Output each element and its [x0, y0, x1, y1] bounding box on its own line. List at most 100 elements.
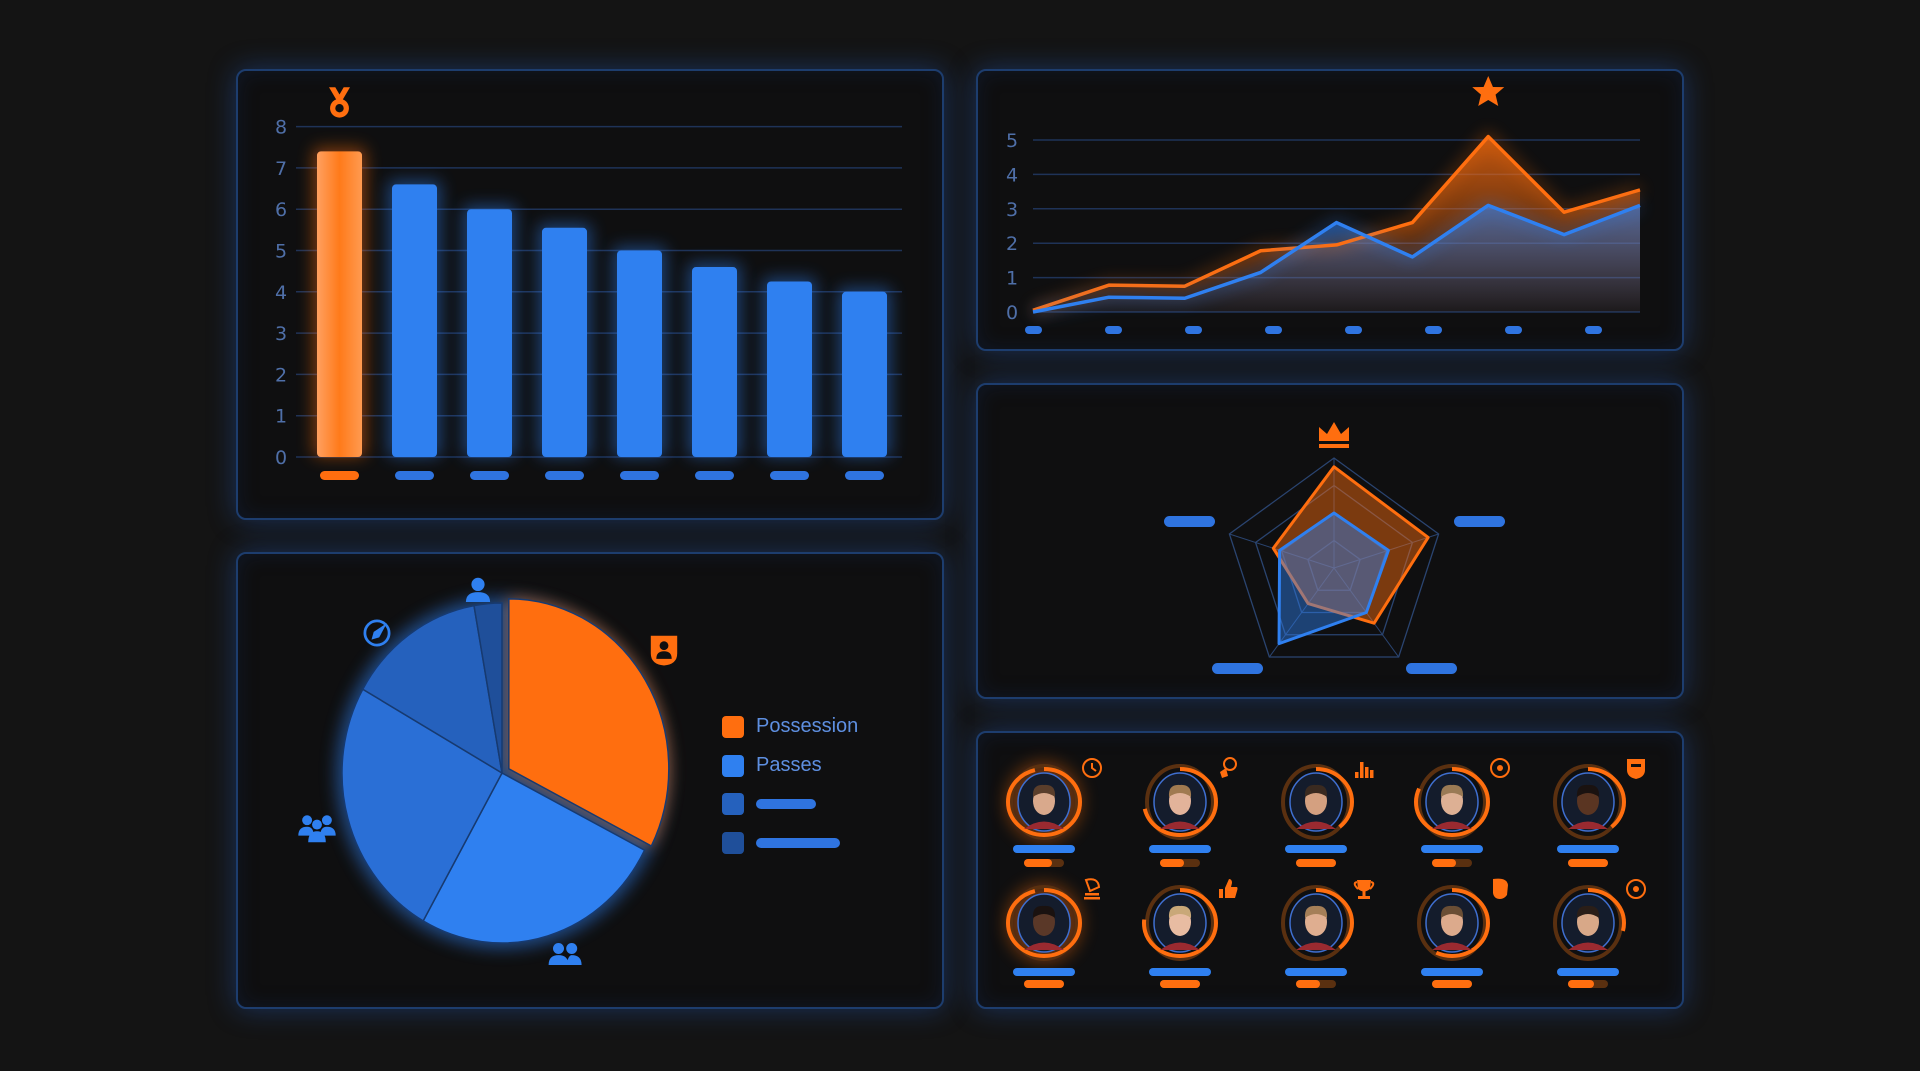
- player-card[interactable]: [1278, 880, 1375, 988]
- ball-icon: [1490, 758, 1510, 778]
- player-card[interactable]: [1005, 758, 1102, 867]
- name-placeholder: [1557, 845, 1619, 853]
- patch: [1633, 886, 1639, 892]
- base: [1084, 897, 1100, 900]
- face: [1082, 758, 1102, 778]
- stat-bar: [1024, 859, 1052, 867]
- x-tick-label-placeholder: [1345, 326, 1362, 334]
- x-tick-label-placeholder: [695, 471, 734, 480]
- avatar-hair: [1304, 905, 1328, 918]
- legend-item-possession[interactable]: Possession: [722, 715, 858, 738]
- progress-ring: [1278, 888, 1354, 958]
- x-tick-label-placeholder: [1265, 326, 1282, 334]
- x-tick-label-placeholder: [1025, 326, 1042, 334]
- y-tick-label: 1: [275, 406, 287, 428]
- y-tick-label: 7: [275, 158, 287, 180]
- ball: [1490, 758, 1510, 778]
- x-tick-label-placeholder: [395, 471, 434, 480]
- radar-ring: [1254, 484, 1414, 636]
- axis-label-placeholder: [1454, 516, 1505, 527]
- stem: [1362, 891, 1366, 896]
- whistle-icon: [1493, 878, 1508, 899]
- y-tick-label: 3: [1006, 199, 1018, 221]
- legend-label: Possession: [756, 715, 859, 737]
- x-tick-label-placeholder: [470, 471, 509, 480]
- body: [465, 592, 491, 602]
- medal-icon: [329, 87, 350, 118]
- axis-label-placeholder: [1164, 516, 1215, 527]
- cup: [1084, 878, 1101, 893]
- legend-swatch: [722, 715, 744, 738]
- player-card[interactable]: [1142, 879, 1238, 988]
- stat-bar: [1024, 980, 1064, 988]
- legend-item-3[interactable]: [722, 793, 816, 815]
- base: [1358, 896, 1370, 899]
- player-card[interactable]: [1414, 878, 1508, 988]
- x-tick-label-placeholder: [320, 471, 359, 480]
- whistle: [1493, 878, 1508, 899]
- legend-swatch: [722, 793, 744, 815]
- stat-bar: [1160, 859, 1184, 867]
- name-placeholder: [1013, 968, 1075, 976]
- avatar-shirt: [1160, 942, 1200, 950]
- radar-chart: [1164, 422, 1505, 674]
- person-icon: [465, 577, 491, 602]
- players-grid: [1005, 757, 1646, 988]
- y-tick-label: 4: [275, 282, 287, 304]
- player-card[interactable]: [1550, 759, 1645, 867]
- radar-chart-panel: [976, 383, 1684, 699]
- name-placeholder: [1557, 968, 1619, 976]
- medal-center: [335, 104, 344, 113]
- radar-axis: [1333, 533, 1439, 569]
- x-tick-label-placeholder: [620, 471, 659, 480]
- pie-slice: [361, 604, 504, 775]
- progress-ring-track: [1417, 885, 1487, 961]
- bar: [1360, 762, 1364, 778]
- progress-ring: [1278, 767, 1354, 837]
- player-card[interactable]: [1142, 757, 1237, 867]
- name-placeholder: [1013, 845, 1075, 853]
- handles: [1353, 881, 1375, 890]
- progress-ring-track: [1145, 764, 1215, 840]
- player-card[interactable]: [1550, 879, 1646, 988]
- radar-ring: [1228, 457, 1440, 658]
- star-icon: [1472, 76, 1505, 106]
- compass-icon: [363, 619, 391, 647]
- badge: [650, 635, 678, 666]
- bar-chart-icon: [1355, 762, 1374, 778]
- y-tick-label: 0: [275, 447, 287, 469]
- body: [656, 651, 672, 659]
- avatar-shirt: [1432, 942, 1472, 950]
- avatar-hair: [1304, 784, 1328, 797]
- player-card[interactable]: [1005, 878, 1101, 988]
- ribbon: [329, 87, 350, 100]
- avatar-shirt: [1568, 821, 1608, 829]
- head: [471, 577, 485, 591]
- base: [1085, 893, 1099, 896]
- progress-ring-track: [1553, 764, 1623, 840]
- avatar-hair: [1440, 905, 1464, 918]
- legend-swatch: [722, 832, 744, 854]
- legend-item-4[interactable]: [722, 832, 840, 854]
- boot: [1220, 768, 1228, 778]
- pie-chart: [298, 577, 678, 965]
- avatar-hair: [1440, 784, 1464, 797]
- x-tick-label-placeholder: [845, 471, 884, 480]
- avatar-shirt: [1296, 942, 1336, 950]
- series-area: [1033, 205, 1640, 312]
- avatar-shirt: [1296, 821, 1336, 829]
- bar: [767, 281, 812, 457]
- y-tick-label: 1: [1006, 268, 1018, 290]
- bar: [1370, 770, 1374, 778]
- avatar-shirt: [1568, 942, 1608, 950]
- x-tick-label-placeholder: [1185, 326, 1202, 334]
- legend-item-passes[interactable]: Passes: [722, 754, 822, 777]
- radar-series: [1277, 511, 1390, 646]
- head: [553, 943, 564, 954]
- player-card[interactable]: [1278, 762, 1374, 867]
- radar-ring: [1307, 539, 1361, 591]
- y-tick-label: 5: [1006, 130, 1018, 152]
- bar: [542, 227, 587, 457]
- players-panel: [976, 731, 1684, 1009]
- player-card[interactable]: [1414, 758, 1510, 867]
